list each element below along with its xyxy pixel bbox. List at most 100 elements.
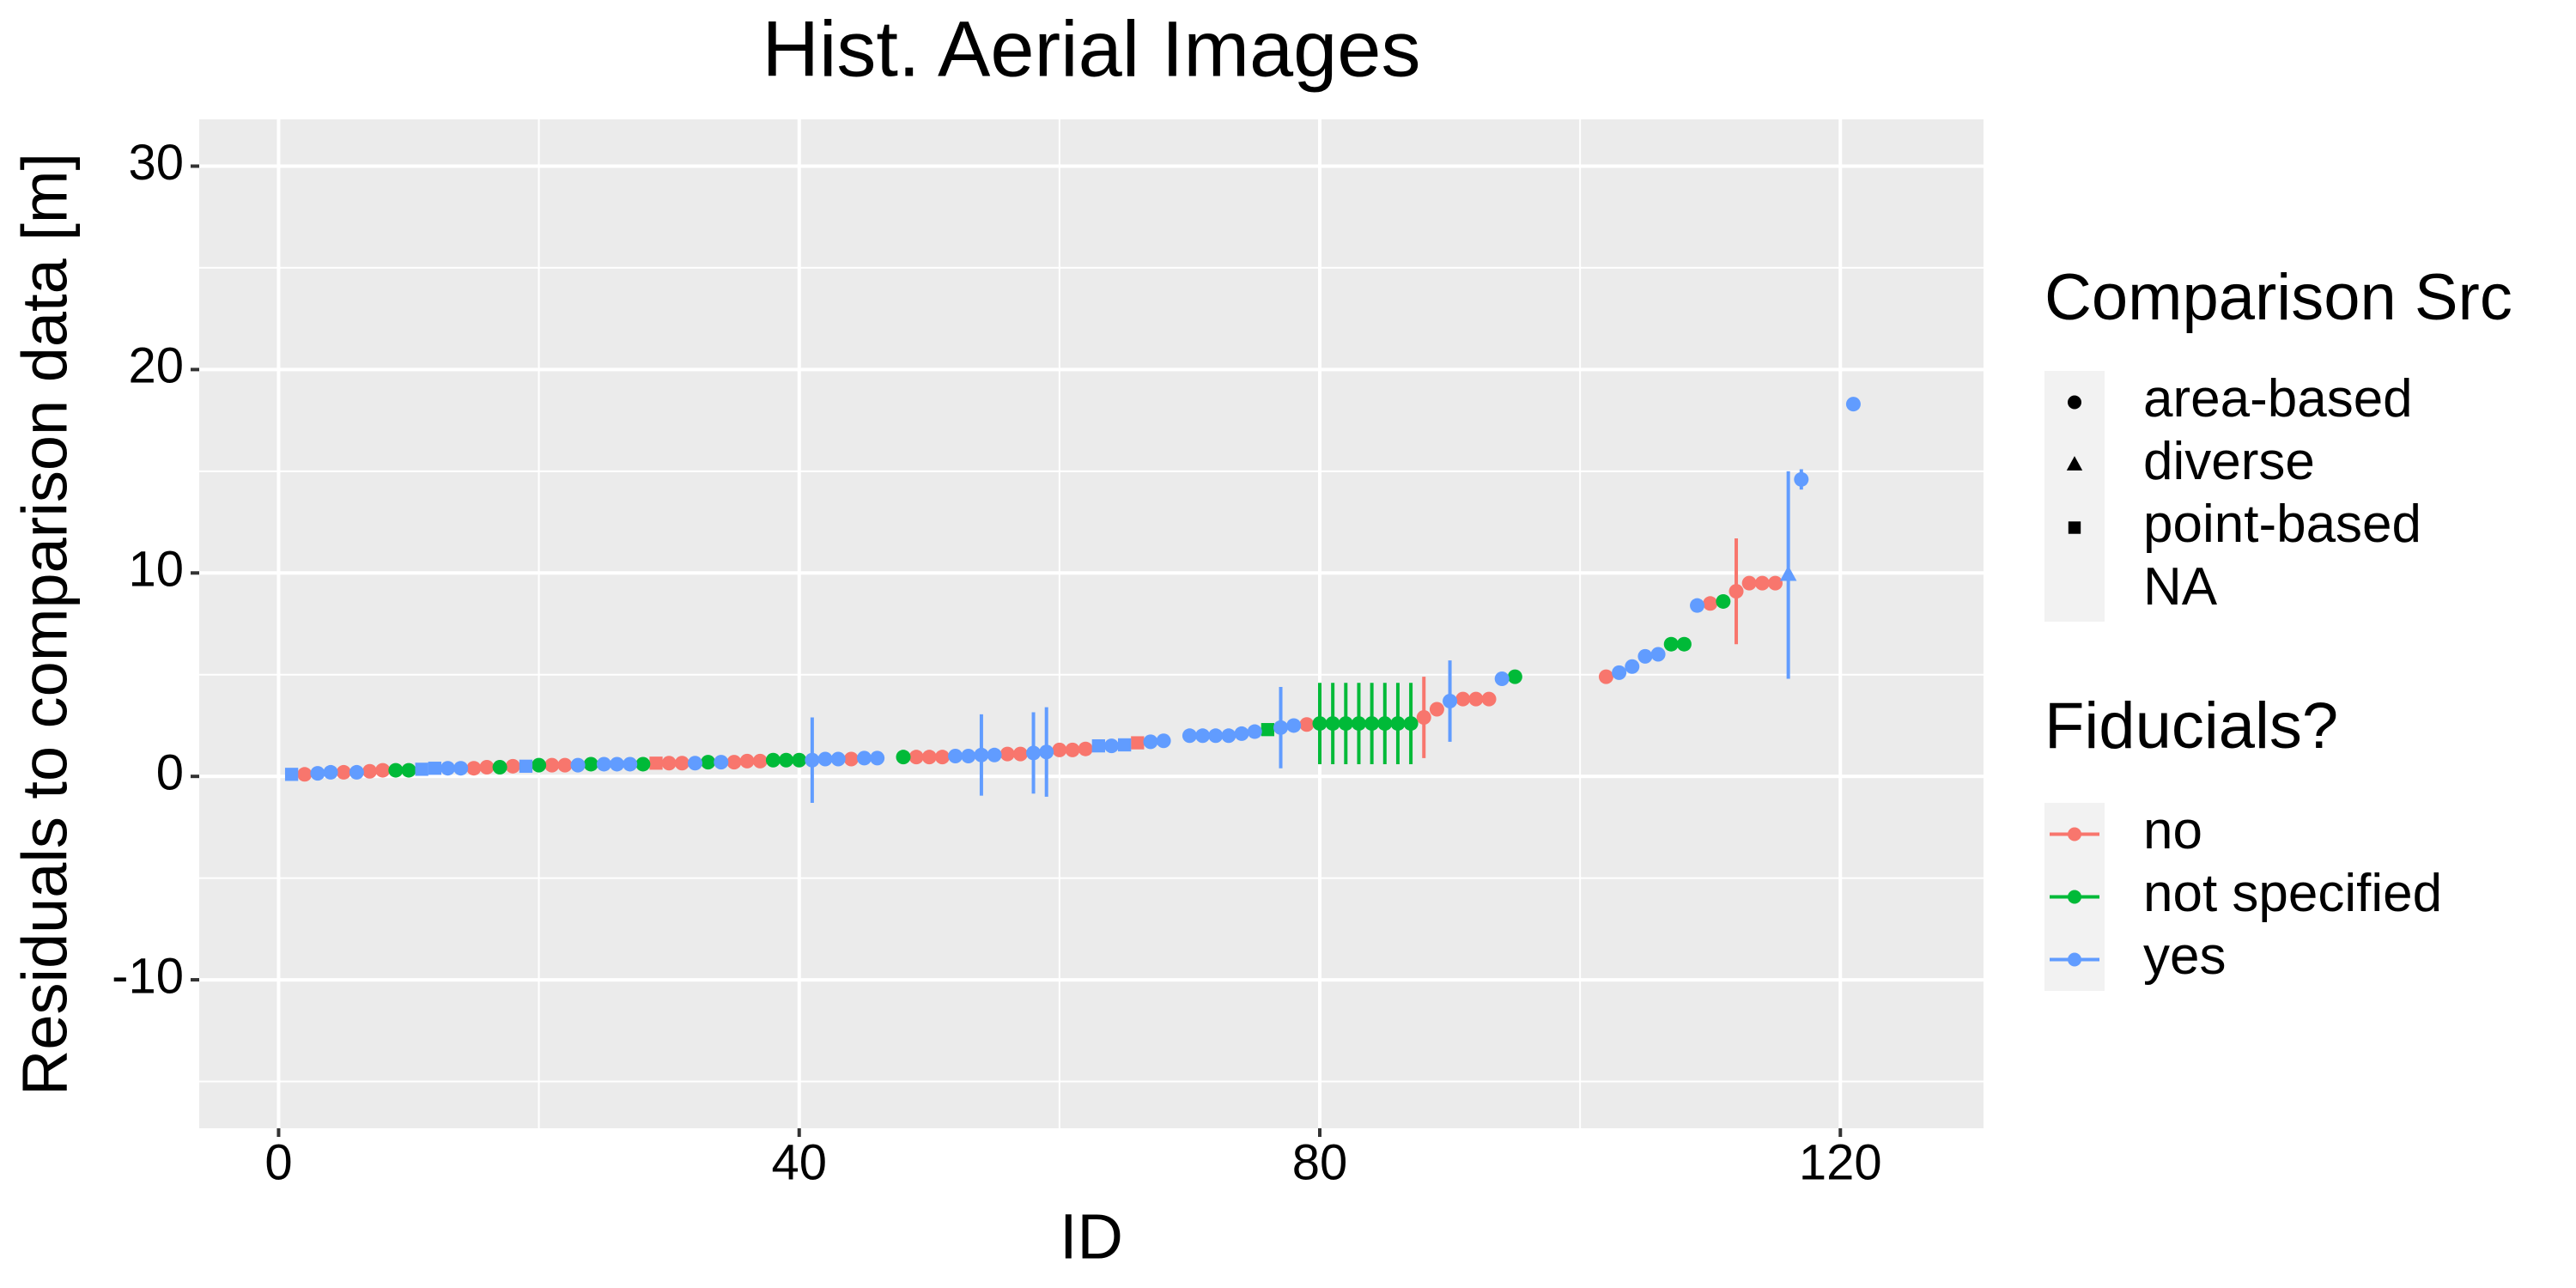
legend-label: yes [2143,927,2226,986]
point [1767,575,1783,591]
point [726,755,742,770]
point [974,747,989,762]
point [1208,728,1224,744]
point [336,764,351,780]
point [1091,738,1105,753]
point [830,751,846,767]
point [1026,745,1042,761]
point [1637,648,1653,664]
point [1754,575,1770,591]
point [1416,709,1431,725]
point [1221,728,1236,744]
point [792,752,807,768]
point [1443,694,1458,709]
chart-title: Hist. Aerial Images [762,5,1421,93]
point [544,757,560,773]
point [948,748,963,763]
legend-key [2066,456,2083,471]
point [870,750,885,766]
point [1286,718,1302,733]
point [987,747,1002,762]
point [1690,598,1705,613]
point [817,751,833,767]
x-axis-title: ID [1060,1201,1123,1273]
point [479,760,495,775]
point [934,750,950,765]
point [921,750,937,765]
point [492,760,507,775]
x-tick-label: 80 [1292,1134,1348,1190]
point [310,766,325,781]
point [1312,716,1327,732]
point [779,752,794,768]
point [701,755,716,770]
point [1117,738,1132,752]
point [1650,647,1666,662]
point [610,756,625,772]
point [349,764,364,780]
point [375,762,391,778]
point [1131,736,1145,750]
point [466,761,482,776]
point [1676,636,1692,652]
point [1299,717,1315,732]
y-tick-label: 30 [128,135,184,191]
point [1507,669,1522,684]
legend-label: area-based [2143,369,2413,428]
y-tick-label: -10 [112,948,184,1004]
point [1845,397,1861,412]
point [453,761,469,776]
legend-key [2068,395,2081,410]
point [961,748,976,763]
legend-label: diverse [2143,432,2315,491]
point [1156,733,1171,749]
point [752,753,768,769]
point [1325,716,1340,732]
point [1261,723,1275,737]
x-tick-label: 0 [264,1134,292,1190]
y-tick-label: 0 [156,744,184,800]
legend-label: NA [2143,557,2218,617]
legend-key-bg [2044,371,2105,622]
point [401,762,416,778]
y-tick-label: 20 [128,338,184,394]
point [1455,691,1471,707]
point [674,756,690,771]
point [596,756,611,772]
point [1703,596,1718,611]
point [623,756,638,772]
point [1598,669,1613,684]
point [1403,716,1419,732]
point [843,751,859,767]
point [1012,746,1028,762]
legend-label: point-based [2143,495,2421,554]
point [1234,726,1249,741]
point [415,762,428,776]
legend-label: no [2143,801,2202,860]
point [1273,720,1289,735]
legend-key [2068,890,2081,904]
legend-title: Comparison Src [2044,261,2512,334]
point [1612,665,1627,680]
panel [199,119,1984,1128]
point [1103,738,1119,754]
point [1625,659,1640,674]
point [805,752,820,768]
point [1065,742,1080,757]
point [714,755,729,770]
point [765,752,781,768]
point [635,756,651,772]
point [999,746,1015,762]
point [1195,728,1211,744]
point [1039,744,1054,760]
point [1364,716,1380,732]
point [1143,734,1158,750]
point [1716,593,1731,609]
point [1377,716,1393,732]
point [297,767,313,782]
point [519,759,533,773]
y-tick-label: 10 [128,542,184,598]
point [1078,741,1093,756]
legend-key [2068,952,2081,967]
legend-key [2068,521,2081,534]
